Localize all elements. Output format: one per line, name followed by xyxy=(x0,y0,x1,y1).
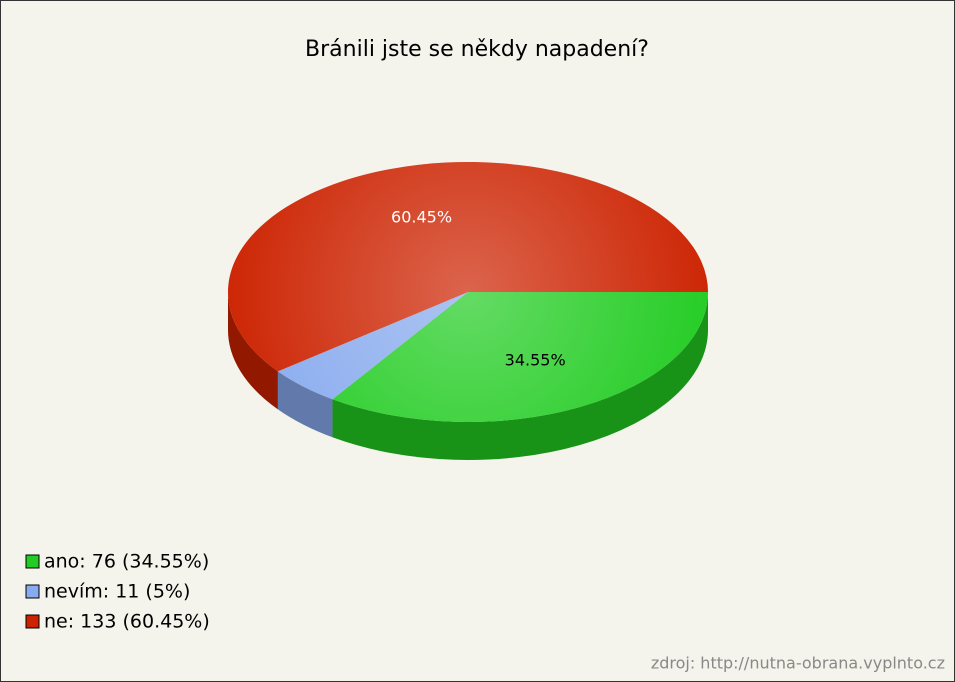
slice-side xyxy=(228,292,278,410)
chart-title: Bránili jste se někdy napadení? xyxy=(305,37,649,62)
slice-side xyxy=(277,371,333,438)
source: zdroj: http://nutna-obrana.vyplnto.cz xyxy=(651,654,945,673)
slice-shine xyxy=(228,162,708,372)
legend-label: ano: 76 (34.55%) xyxy=(44,551,209,573)
legend-swatch xyxy=(25,554,40,569)
slice-label: 34.55% xyxy=(505,350,566,369)
legend-swatch xyxy=(25,614,40,629)
legend-label: ne: 133 (60.45%) xyxy=(44,611,210,633)
slice-side xyxy=(332,292,708,460)
slice-label: 60.45% xyxy=(391,208,452,227)
legend-label: nevím: 11 (5%) xyxy=(44,581,190,603)
slice-shine xyxy=(277,292,468,400)
legend-swatch xyxy=(25,584,40,599)
slice-shine xyxy=(332,292,708,422)
